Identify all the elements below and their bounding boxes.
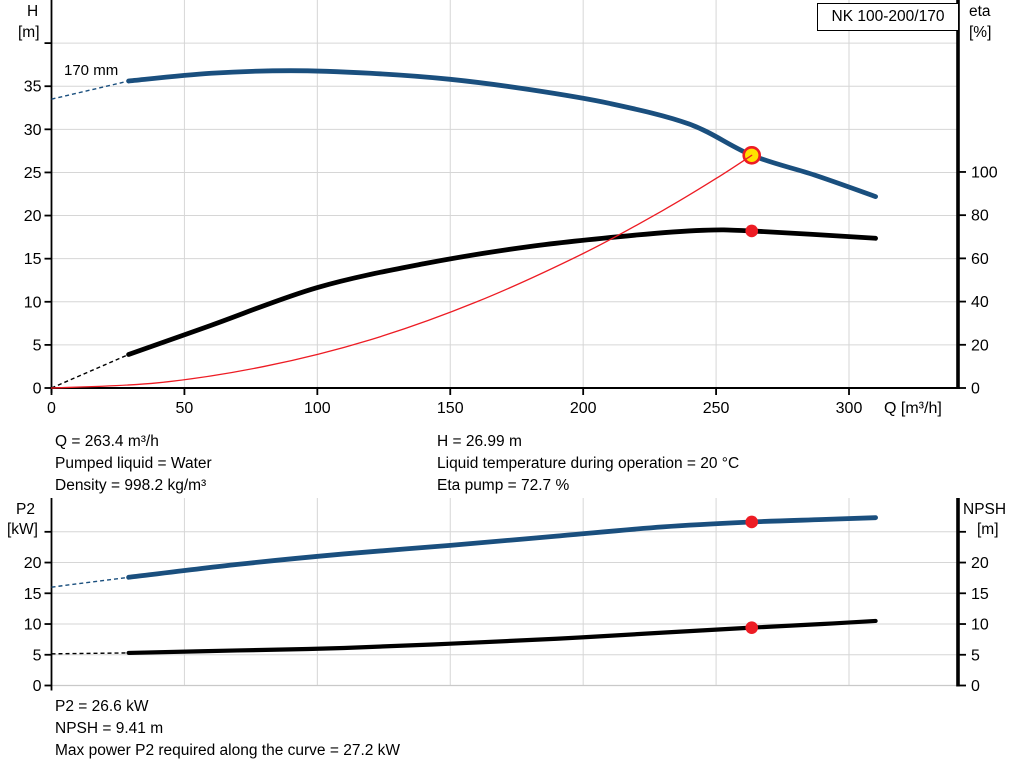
eta-axis-unit: [%] — [969, 24, 992, 41]
system-curve — [50, 154, 753, 389]
left-axis-tick-label: 0 — [33, 381, 42, 398]
left-axis-tick-label: 15 — [24, 251, 42, 268]
p2-curve — [126, 515, 878, 580]
x-axis-tick-label: 200 — [570, 400, 597, 417]
x-axis-tick-label: 0 — [47, 400, 56, 417]
p2-axis-unit: [kW] — [7, 521, 38, 538]
right-axis-tick-label: 0 — [971, 678, 980, 695]
right-axis-tick-label: 40 — [971, 294, 989, 311]
eta-point-marker — [745, 224, 759, 238]
info-line: Pumped liquid = Water — [55, 455, 212, 472]
left-axis-tick-label: 20 — [24, 555, 42, 572]
info-line: Q = 263.4 m³/h — [55, 433, 159, 450]
info-line: NPSH = 9.41 m — [55, 720, 164, 737]
head-curve-dashed — [51, 80, 129, 100]
duty-info-right: H = 26.99 m Liquid temperature during op… — [437, 431, 739, 497]
impeller-diameter-label: 170 mm — [64, 62, 119, 79]
right-axis-tick-label: 20 — [971, 337, 989, 354]
eta-curve — [126, 227, 878, 357]
left-axis-tick-label: 20 — [24, 208, 42, 225]
right-axis-tick-label: 100 — [971, 164, 998, 181]
right-axis-tick-label: 60 — [971, 251, 989, 268]
info-line: Eta pump = 72.7 % — [437, 477, 570, 494]
p2-curve-dashed — [51, 576, 129, 588]
x-axis-tick-label: 250 — [703, 400, 730, 417]
left-axis-tick-label: 10 — [24, 617, 42, 634]
left-axis-tick-label: 15 — [24, 586, 42, 603]
pump-model-badge: NK 100-200/170 — [817, 3, 959, 31]
power-info: P2 = 26.6 kW NPSH = 9.41 m Max power P2 … — [55, 696, 400, 762]
h-axis-unit: [m] — [18, 24, 40, 41]
info-line: Max power P2 required along the curve = … — [55, 742, 401, 759]
npsh-point-marker — [745, 621, 759, 634]
eta-axis-title: eta — [969, 3, 991, 20]
x-axis-title: Q [m³/h] — [884, 400, 942, 417]
x-axis-tick-label: 50 — [176, 400, 194, 417]
x-axis-tick-label: 300 — [836, 400, 863, 417]
npsh-curve — [126, 618, 878, 656]
p2-axis-title: P2 — [16, 501, 35, 518]
info-line: H = 26.99 m — [437, 433, 522, 450]
npsh-axis-title: NPSH — [963, 501, 1007, 518]
right-axis-tick-label: 5 — [971, 647, 980, 664]
info-line: Density = 998.2 kg/m³ — [55, 477, 207, 494]
right-axis-tick-label: 20 — [971, 555, 989, 572]
left-axis-tick-label: 5 — [33, 647, 42, 664]
h-axis-title: H — [27, 3, 39, 20]
right-axis-tick-label: 10 — [971, 617, 989, 634]
p2-point-marker — [745, 515, 759, 529]
left-axis-tick-label: 5 — [33, 337, 42, 354]
left-axis-tick-label: 30 — [24, 122, 42, 139]
head-curve — [126, 68, 878, 199]
left-axis-tick-label: 0 — [33, 678, 42, 695]
eta-curve-dashed — [51, 353, 129, 389]
info-line: Liquid temperature during operation = 20… — [437, 455, 740, 472]
npsh-axis-unit: [m] — [977, 521, 999, 538]
left-axis-tick-label: 35 — [24, 79, 42, 96]
left-axis-tick-label: 10 — [24, 294, 42, 311]
x-axis-tick-label: 100 — [304, 400, 331, 417]
x-axis-tick-label: 150 — [437, 400, 464, 417]
duty-info-left: Q = 263.4 m³/h Pumped liquid = Water Den… — [55, 431, 212, 497]
right-axis-tick-label: 80 — [971, 208, 989, 225]
info-line: P2 = 26.6 kW — [55, 698, 149, 715]
left-axis-tick-label: 25 — [24, 165, 42, 182]
right-axis-tick-label: 15 — [971, 586, 989, 603]
npsh-curve-dashed — [51, 652, 129, 655]
right-axis-tick-label: 0 — [971, 381, 980, 398]
